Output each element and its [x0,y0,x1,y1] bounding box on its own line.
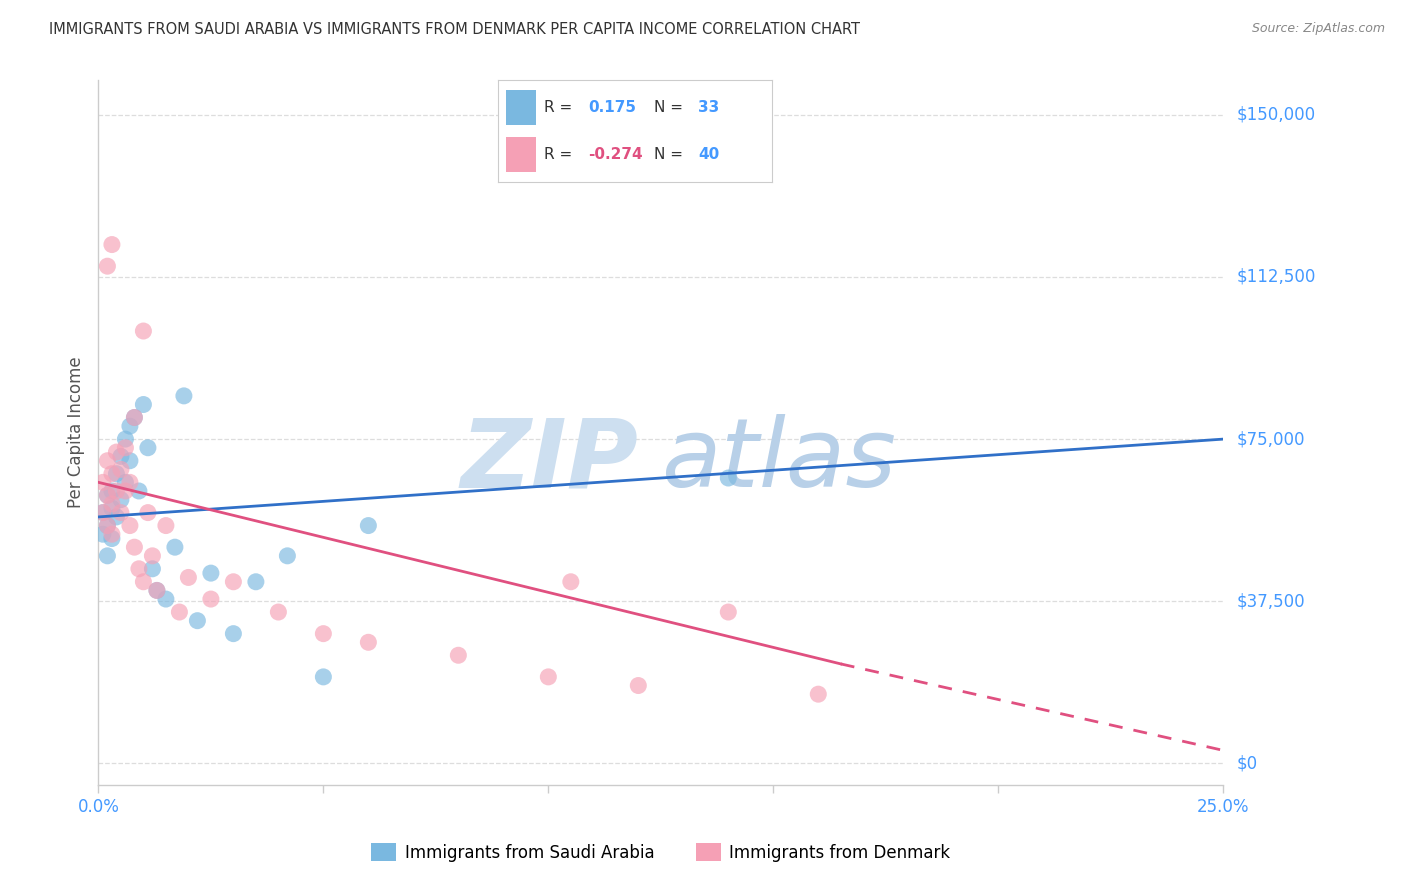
Point [146,583,169,598]
Point [155,518,177,533]
Text: 40: 40 [697,147,718,162]
Text: 0.175: 0.175 [588,100,636,115]
Text: Source: ZipAtlas.com: Source: ZipAtlas.com [1251,22,1385,36]
Point [118,454,141,468]
Point [91,506,114,520]
Point [114,432,136,446]
Point [717,471,740,485]
Text: N =: N = [654,100,683,115]
Point [717,605,740,619]
Point [96,488,118,502]
Text: ZIP: ZIP [460,414,638,508]
Point [186,614,208,628]
Text: $0: $0 [1237,755,1258,772]
Point [132,324,155,338]
Point [114,475,136,490]
Point [222,626,245,640]
Point [91,475,114,490]
Point [447,648,470,663]
Point [807,687,830,701]
Point [141,562,163,576]
Point [101,527,124,541]
Text: 33: 33 [697,100,718,115]
Point [96,488,118,502]
Point [627,679,650,693]
Point [200,566,222,581]
Text: R =: R = [544,100,572,115]
Y-axis label: Per Capita Income: Per Capita Income [66,357,84,508]
Point [222,574,245,589]
Point [105,510,128,524]
Point [136,441,159,455]
Point [96,518,118,533]
Point [155,592,177,607]
Text: IMMIGRANTS FROM SAUDI ARABIA VS IMMIGRANTS FROM DENMARK PER CAPITA INCOME CORREL: IMMIGRANTS FROM SAUDI ARABIA VS IMMIGRAN… [49,22,860,37]
Point [128,483,150,498]
Point [357,635,380,649]
Legend: Immigrants from Saudi Arabia, Immigrants from Denmark: Immigrants from Saudi Arabia, Immigrants… [364,836,957,868]
Text: $112,500: $112,500 [1237,268,1316,286]
Bar [506,137,536,172]
Point [177,570,200,584]
Point [101,237,124,252]
Point [124,410,146,425]
Point [118,419,141,434]
Point [91,527,114,541]
Point [101,532,124,546]
Point [141,549,163,563]
Point [132,397,155,411]
Point [357,518,380,533]
Point [136,506,159,520]
Point [105,483,128,498]
Point [169,605,191,619]
Point [128,562,150,576]
Point [537,670,560,684]
Bar [506,90,536,125]
Text: R =: R = [544,147,572,162]
Point [560,574,582,589]
Point [101,483,124,498]
Point [96,259,118,273]
Point [114,441,136,455]
Point [101,467,124,481]
Point [96,454,118,468]
Point [110,462,132,476]
Point [114,483,136,498]
Text: -0.274: -0.274 [588,147,643,162]
Point [200,592,222,607]
Point [312,626,335,640]
Point [110,450,132,464]
Point [96,518,118,533]
Point [245,574,267,589]
Point [124,410,146,425]
Text: atlas: atlas [661,414,896,508]
Point [101,497,124,511]
Point [101,501,124,516]
Point [105,467,128,481]
Point [267,605,290,619]
Point [132,574,155,589]
Text: $37,500: $37,500 [1237,592,1306,610]
Point [118,475,141,490]
Text: $75,000: $75,000 [1237,430,1306,448]
Point [118,518,141,533]
Point [173,389,195,403]
Point [312,670,335,684]
Text: $150,000: $150,000 [1237,106,1316,124]
Point [96,549,118,563]
Point [146,583,169,598]
Text: N =: N = [654,147,683,162]
Point [276,549,298,563]
Point [105,445,128,459]
Point [110,492,132,507]
Point [124,540,146,554]
Point [163,540,186,554]
Point [91,506,114,520]
Point [110,506,132,520]
